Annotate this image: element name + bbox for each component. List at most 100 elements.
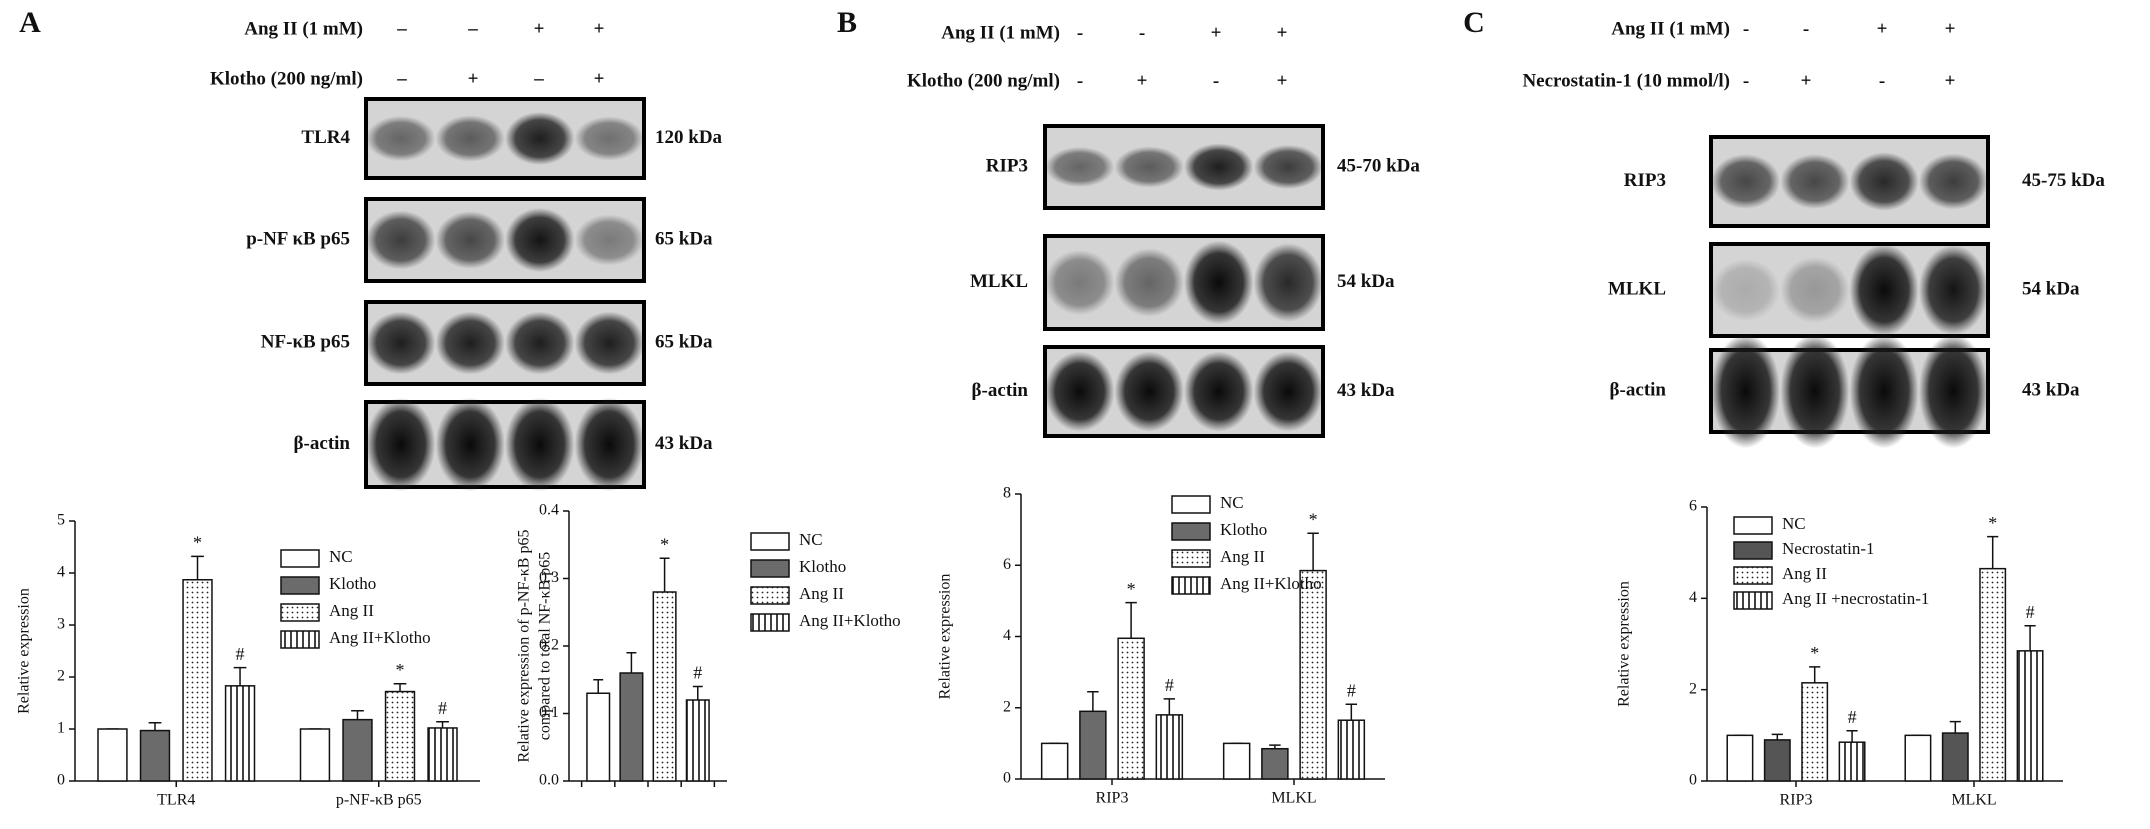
treatment-sign: – bbox=[396, 68, 407, 89]
legend-label: Necrostatin-1 bbox=[1782, 539, 1875, 558]
blot-band bbox=[366, 311, 436, 375]
legend-swatch bbox=[280, 549, 320, 568]
x-tick-label: p-NF-κB p65 bbox=[336, 792, 422, 809]
legend-swatch bbox=[750, 532, 790, 551]
treatment-sign: - bbox=[1077, 22, 1083, 43]
blot-band bbox=[1114, 351, 1184, 432]
significance-mark: * bbox=[660, 534, 669, 554]
blot-band bbox=[1045, 249, 1115, 316]
band-size: 43 kDa bbox=[1337, 380, 1395, 401]
blot-band bbox=[1780, 333, 1850, 449]
legend-label: Klotho bbox=[1220, 520, 1267, 539]
bar bbox=[97, 728, 128, 782]
y-tick-label: 1 bbox=[57, 720, 65, 737]
y-tick-label: 0 bbox=[1689, 772, 1697, 789]
bar bbox=[427, 727, 458, 782]
blot-band bbox=[1918, 333, 1988, 449]
error-bar bbox=[1125, 601, 1137, 639]
blot-band bbox=[1184, 351, 1254, 432]
y-tick-label: 0.1 bbox=[539, 704, 559, 721]
treatment-label: Ang II (1 mM) bbox=[941, 22, 1060, 43]
bar bbox=[619, 672, 644, 782]
bar bbox=[1726, 734, 1754, 782]
x-tick-label: MLKL bbox=[1951, 792, 1996, 809]
y-tick-label: 0 bbox=[57, 772, 65, 789]
blot-band bbox=[1184, 143, 1254, 191]
blot-band bbox=[435, 115, 505, 162]
band-name: MLKL bbox=[1608, 278, 1666, 299]
y-tick-label: 2 bbox=[1689, 680, 1697, 697]
bar bbox=[342, 718, 373, 782]
x-tick-label: MLKL bbox=[1271, 790, 1316, 807]
significance-mark: * bbox=[1988, 513, 1997, 533]
legend-swatch bbox=[1171, 522, 1211, 541]
blot-band bbox=[1849, 152, 1919, 211]
blot-band bbox=[505, 397, 575, 492]
significance-mark: # bbox=[236, 644, 245, 664]
bar bbox=[384, 690, 416, 782]
treatment-sign: - bbox=[1803, 18, 1809, 39]
treatment-sign: + bbox=[468, 68, 479, 89]
band-size: 43 kDa bbox=[2022, 379, 2080, 400]
error-bar bbox=[1949, 720, 1961, 734]
bar bbox=[1079, 710, 1107, 780]
band-name: p-NF κB p65 bbox=[246, 228, 350, 249]
band-size: 65 kDa bbox=[655, 331, 713, 352]
legend-label: Klotho bbox=[799, 557, 846, 576]
y-axis-title: Relative expression bbox=[16, 588, 33, 714]
treatment-sign: + bbox=[1945, 70, 1956, 91]
blot-band bbox=[435, 211, 505, 269]
y-axis-title: Relative expression of p-NF-κB p65 bbox=[516, 530, 533, 763]
treatment-sign: + bbox=[1277, 70, 1288, 91]
treatment-sign: - bbox=[1879, 70, 1885, 91]
treatment-label: Klotho (200 ng/ml) bbox=[210, 68, 363, 89]
treatment-sign: – bbox=[396, 18, 407, 39]
bar bbox=[586, 692, 611, 782]
blot-band bbox=[1849, 333, 1919, 449]
error-bar bbox=[1987, 535, 1999, 569]
blot-band bbox=[574, 214, 644, 266]
band-size: 45-70 kDa bbox=[1337, 155, 1420, 176]
blot-band bbox=[1253, 243, 1323, 322]
y-axis-title: Relative expression bbox=[937, 574, 954, 700]
error-bar bbox=[593, 679, 604, 694]
band-name: β-actin bbox=[1610, 379, 1667, 400]
bar bbox=[224, 685, 256, 782]
legend-label: Ang II+Klotho bbox=[329, 628, 431, 647]
error-bar bbox=[436, 720, 449, 728]
y-axis-title: Relative expression bbox=[1616, 581, 1633, 707]
legend-label: NC bbox=[1220, 493, 1244, 512]
blot-band bbox=[1780, 154, 1850, 209]
band-name: RIP3 bbox=[986, 155, 1028, 176]
error-bar bbox=[148, 722, 162, 731]
legend-swatch bbox=[280, 576, 320, 595]
blot-band bbox=[1780, 256, 1850, 324]
error-bar bbox=[1307, 532, 1319, 571]
y-tick-label: 2 bbox=[1003, 698, 1011, 715]
legend-swatch bbox=[1733, 516, 1773, 535]
bar bbox=[1261, 747, 1289, 780]
treatment-sign: + bbox=[1137, 70, 1148, 91]
band-size: 45-75 kDa bbox=[2022, 170, 2105, 191]
bar bbox=[299, 728, 331, 782]
error-bar bbox=[1345, 703, 1358, 721]
panel-label: B bbox=[837, 6, 857, 39]
bar bbox=[1155, 714, 1184, 780]
error-bar bbox=[233, 666, 247, 686]
panel-label: C bbox=[1463, 6, 1485, 39]
bar bbox=[652, 591, 677, 782]
y-tick-label: 6 bbox=[1003, 556, 1011, 573]
error-bar bbox=[1771, 733, 1783, 740]
bar bbox=[1222, 742, 1251, 780]
legend-label: Klotho bbox=[329, 574, 376, 593]
error-bar bbox=[626, 652, 637, 673]
bar bbox=[1040, 742, 1069, 780]
treatment-label: Ang II (1 mM) bbox=[1611, 18, 1730, 39]
treatment-sign: + bbox=[1801, 70, 1812, 91]
blot-band bbox=[1253, 144, 1323, 190]
blot-band bbox=[1711, 333, 1781, 449]
legend-swatch bbox=[1733, 566, 1773, 585]
error-bar bbox=[191, 555, 204, 580]
y-tick-label: 0.0 bbox=[539, 772, 559, 789]
legend-swatch bbox=[1733, 591, 1773, 610]
